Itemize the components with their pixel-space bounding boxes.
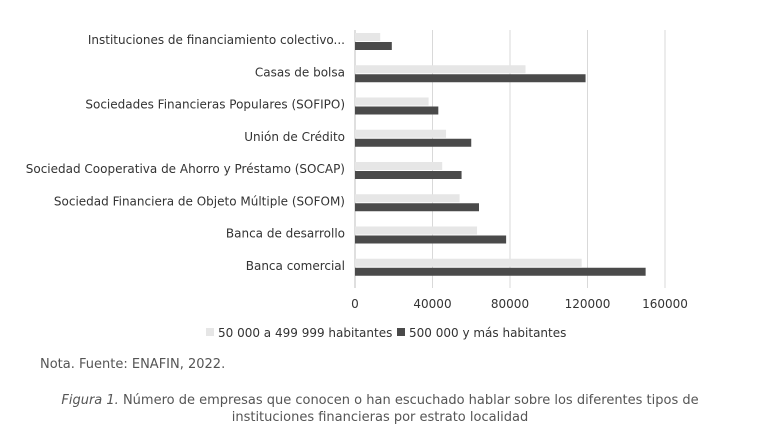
tick-labels: 0 40000 80000 120000 160000 bbox=[351, 297, 688, 311]
bar bbox=[355, 267, 646, 276]
bar bbox=[355, 226, 478, 235]
tick-label: 40000 bbox=[413, 297, 451, 311]
bar bbox=[355, 129, 447, 138]
bar bbox=[355, 65, 526, 74]
bar bbox=[355, 258, 582, 267]
bar bbox=[355, 97, 429, 106]
category-label: Sociedad Cooperativa de Ahorro y Préstam… bbox=[26, 162, 345, 176]
bar bbox=[355, 42, 392, 50]
legend: 50 000 a 499 999 habitantes 500 000 y más… bbox=[206, 326, 566, 340]
source-note: Nota. Fuente: ENAFIN, 2022. bbox=[40, 357, 226, 372]
legend-swatch bbox=[397, 328, 405, 336]
tick-label: 80000 bbox=[491, 297, 529, 311]
bar bbox=[355, 203, 479, 212]
bar bbox=[355, 33, 381, 41]
bar bbox=[355, 194, 460, 203]
tick-label: 160000 bbox=[642, 297, 688, 311]
category-label: Banca comercial bbox=[246, 259, 345, 273]
bar bbox=[355, 162, 443, 170]
bar bbox=[355, 74, 586, 83]
legend-entry: 50 000 a 499 999 habitantes bbox=[218, 326, 392, 340]
category-label: Unión de Crédito bbox=[244, 130, 345, 144]
legend-swatch bbox=[206, 328, 214, 336]
bar bbox=[355, 138, 472, 147]
figure-label: Figura 1. bbox=[61, 393, 119, 408]
legend-entry: 500 000 y más habitantes bbox=[409, 326, 566, 340]
figure-caption-text: Número de empresas que conocen o han esc… bbox=[122, 393, 699, 425]
bar bbox=[355, 106, 439, 115]
category-labels: Instituciones de financiamiento colectiv… bbox=[26, 33, 345, 273]
bar-chart: Instituciones de financiamiento colectiv… bbox=[26, 30, 688, 340]
category-label: Sociedades Financieras Populares (SOFIPO… bbox=[85, 98, 345, 112]
category-label: Casas de bolsa bbox=[255, 65, 345, 79]
bars bbox=[355, 33, 646, 276]
bar bbox=[355, 171, 462, 179]
category-label: Sociedad Financiera de Objeto Múltiple (… bbox=[54, 194, 345, 208]
tick-label: 120000 bbox=[565, 297, 611, 311]
category-label: Instituciones de financiamiento colectiv… bbox=[88, 33, 345, 47]
bar bbox=[355, 235, 507, 244]
tick-label: 0 bbox=[351, 297, 359, 311]
category-label: Banca de desarrollo bbox=[226, 227, 345, 241]
figure-caption: Figura 1. Número de empresas que conocen… bbox=[30, 392, 730, 426]
